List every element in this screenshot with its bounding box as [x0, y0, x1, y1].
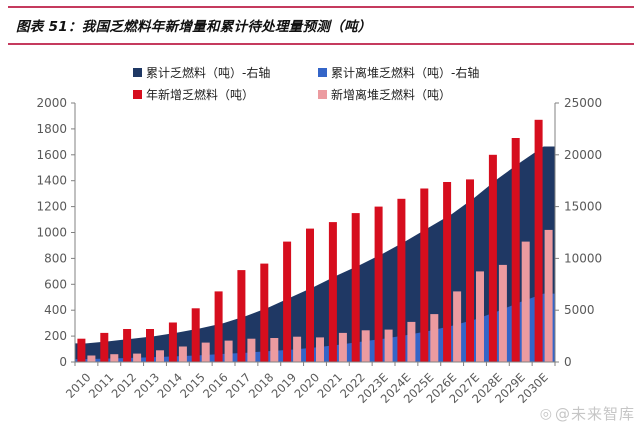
bar-2024E [397, 198, 406, 362]
bar-2019 [283, 241, 292, 362]
bar-2020 [316, 337, 324, 362]
bar-2011 [100, 332, 109, 362]
bar-2027E [466, 179, 474, 362]
bar-2013 [146, 329, 154, 362]
legend-label: 累计离堆乏燃料（吨）-右轴 [331, 66, 480, 80]
legend-swatch-navy [133, 68, 142, 77]
x-tick-label: 2010 [63, 370, 94, 401]
bar-2012 [123, 329, 132, 362]
x-tick-label: 2013 [132, 370, 163, 401]
left-axis-tick-label: 1800 [36, 122, 67, 136]
bar-2010 [77, 338, 86, 362]
bar-2011 [110, 354, 119, 362]
right-axis-tick-label: 0 [564, 355, 572, 369]
x-tick-label: 2020 [292, 370, 323, 401]
bar-2023E [374, 206, 383, 362]
left-axis-tick-label: 600 [44, 277, 67, 291]
bar-2024E [407, 321, 416, 362]
bar-2022 [351, 213, 360, 362]
weilai-zhiku-logo-icon: ◎ [539, 405, 553, 422]
watermark-text: @未来智库 [554, 405, 635, 423]
legend-swatch-blue [318, 68, 327, 77]
bar-2016 [214, 291, 223, 362]
bar-2015 [201, 342, 210, 362]
left-axis-tick-label: 0 [59, 355, 67, 369]
bar-2015 [191, 308, 200, 362]
x-tick-label: 2014 [154, 370, 185, 401]
x-tick-label: 2016 [200, 370, 231, 401]
bar-2025E [420, 188, 429, 362]
bar-2013 [156, 350, 164, 362]
x-tick-label: 2012 [109, 370, 140, 401]
bar-2026E [453, 291, 462, 362]
legend-item-new-offsite-spent-fuel: 新增离堆乏燃料（吨） [318, 86, 479, 103]
legend-swatch-pink [318, 90, 327, 99]
bar-2027E [476, 271, 484, 362]
legend-swatch-red [133, 90, 142, 99]
left-axis-tick-label: 800 [44, 251, 67, 265]
bar-2019 [293, 336, 302, 362]
bar-2020 [306, 228, 314, 362]
left-axis-tick-label: 1400 [36, 174, 67, 188]
x-tick-label: 2018 [246, 370, 277, 401]
bar-2029E [511, 138, 520, 362]
legend-label: 年新增乏燃料（吨） [146, 88, 255, 102]
bar-2012 [133, 353, 142, 362]
bar-2029E [521, 241, 530, 362]
bar-2018 [270, 338, 279, 362]
x-tick-label: 2011 [86, 370, 117, 401]
area-series-0 [75, 146, 555, 362]
bar-2028E [498, 264, 507, 362]
bar-2025E [430, 314, 439, 362]
x-tick-label: 2021 [314, 370, 345, 401]
header-rule-top [8, 6, 634, 8]
x-tick-label: 2015 [177, 370, 208, 401]
bar-2022 [361, 330, 370, 362]
bar-2014 [168, 322, 177, 362]
left-axis-tick-label: 1200 [36, 200, 67, 214]
bar-2026E [443, 182, 452, 362]
right-axis-tick-label: 15000 [564, 200, 602, 214]
bar-2030E [534, 119, 543, 362]
right-axis-tick-label: 10000 [564, 251, 602, 265]
right-axis-tick-label: 25000 [564, 96, 602, 110]
header-rule-bottom [8, 43, 634, 45]
right-axis-tick-label: 5000 [564, 303, 595, 317]
legend-label: 新增离堆乏燃料（吨） [331, 88, 452, 102]
left-axis-tick-label: 400 [44, 303, 67, 317]
x-tick-label: 2017 [223, 370, 254, 401]
bar-2016 [224, 340, 233, 362]
x-tick-label: 2019 [269, 370, 300, 401]
legend-item-cumulative-spent-fuel: 累计乏燃料（吨）-右轴 [133, 64, 316, 81]
bar-2023E [384, 329, 393, 362]
bar-2014 [178, 346, 187, 362]
bar-2010 [87, 355, 96, 362]
legend-item-cumulative-offsite-spent-fuel: 累计离堆乏燃料（吨）-右轴 [318, 64, 479, 81]
left-axis-tick-label: 1600 [36, 148, 67, 162]
left-axis-tick-label: 200 [44, 329, 67, 343]
watermark: ◎ @未来智库 [540, 403, 635, 424]
bar-2021 [338, 332, 347, 362]
bar-2017 [247, 338, 256, 362]
bar-2017 [237, 270, 246, 362]
chart-legend: 累计乏燃料（吨）-右轴 累计离堆乏燃料（吨）-右轴 年新增乏燃料（吨） 新增离堆… [133, 64, 479, 103]
right-axis-tick-label: 20000 [564, 148, 602, 162]
legend-label: 累计乏燃料（吨）-右轴 [146, 66, 271, 80]
bar-2030E [544, 229, 553, 362]
bar-2018 [260, 263, 269, 362]
left-axis-tick-label: 2000 [36, 96, 67, 110]
legend-item-annual-new-spent-fuel: 年新增乏燃料（吨） [133, 86, 316, 103]
figure-title: 图表 51：我国乏燃料年新增量和累计待处理量预测（吨） [16, 19, 372, 35]
bar-2021 [328, 222, 337, 362]
left-axis-tick-label: 1000 [36, 226, 67, 240]
bar-2028E [488, 154, 497, 362]
